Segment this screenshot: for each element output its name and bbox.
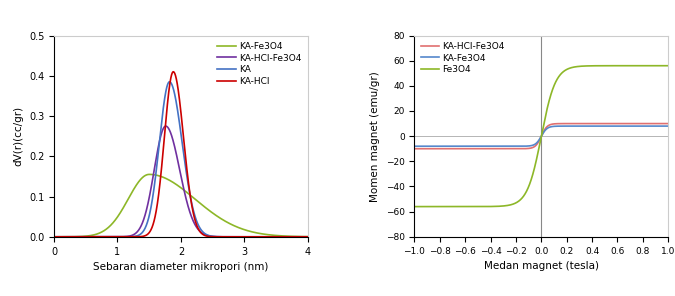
Fe3O4 <box>534 152 542 155</box>
KA-HCl <box>296 235 304 239</box>
KA <box>296 235 304 239</box>
Fe3O4 <box>423 205 431 208</box>
KA-HCl-Fe3O4 <box>664 122 672 125</box>
Line: KA-HCl-Fe3O4: KA-HCl-Fe3O4 <box>414 123 668 149</box>
Line: KA-Fe3O4: KA-Fe3O4 <box>54 174 308 237</box>
KA-Fe3O4 <box>167 179 175 183</box>
KA-Fe3O4 <box>250 231 258 234</box>
Fe3O4 <box>527 178 535 182</box>
KA-Fe3O4 <box>527 144 535 147</box>
KA <box>250 235 258 239</box>
KA-HCl <box>50 235 58 239</box>
KA-Fe3O4 <box>534 140 542 143</box>
KA-HCl <box>296 235 304 239</box>
KA-HCl-Fe3O4 <box>296 235 304 239</box>
KA-Fe3O4 <box>657 124 665 128</box>
X-axis label: Sebaran diameter mikropori (nm): Sebaran diameter mikropori (nm) <box>93 262 269 272</box>
KA-HCl-Fe3O4 <box>610 122 618 126</box>
KA-Fe3O4 <box>664 124 672 128</box>
KA-Fe3O4 <box>173 184 182 187</box>
Line: KA: KA <box>54 82 308 237</box>
KA-Fe3O4 <box>145 173 153 176</box>
KA-HCl-Fe3O4 <box>162 124 170 128</box>
Y-axis label: dV(r)(cc/gr): dV(r)(cc/gr) <box>14 106 24 166</box>
KA-Fe3O4 <box>63 235 71 239</box>
X-axis label: Medan magnet (tesla): Medan magnet (tesla) <box>484 261 599 271</box>
KA <box>165 80 173 83</box>
KA-HCl-Fe3O4 <box>527 146 535 150</box>
KA-HCl-Fe3O4 <box>296 235 304 239</box>
Y-axis label: Momen magnet (emu/gr): Momen magnet (emu/gr) <box>370 71 380 202</box>
KA-HCl-Fe3O4 <box>167 131 175 135</box>
KA-HCl-Fe3O4 <box>534 141 542 145</box>
KA-Fe3O4 <box>50 235 58 239</box>
Legend: KA-HCl-Fe3O4, KA-Fe3O4, Fe3O4: KA-HCl-Fe3O4, KA-Fe3O4, Fe3O4 <box>417 38 508 78</box>
Fe3O4 <box>657 64 665 67</box>
KA-HCl-Fe3O4 <box>50 235 58 239</box>
Line: KA-HCl-Fe3O4: KA-HCl-Fe3O4 <box>54 126 308 237</box>
KA-HCl <box>63 235 71 239</box>
Fe3O4 <box>657 64 665 67</box>
KA-Fe3O4 <box>410 144 418 148</box>
KA-HCl-Fe3O4 <box>250 235 258 239</box>
KA-HCl-Fe3O4 <box>647 122 655 125</box>
KA-HCl <box>250 235 258 239</box>
KA-HCl-Fe3O4 <box>423 147 431 150</box>
KA-HCl-Fe3O4 <box>304 235 312 239</box>
KA <box>50 235 58 239</box>
KA-Fe3O4 <box>296 235 304 238</box>
KA-HCl <box>173 84 182 87</box>
KA-HCl-Fe3O4 <box>173 158 182 161</box>
KA-HCl <box>304 235 312 239</box>
KA <box>173 108 182 112</box>
Fe3O4 <box>664 64 672 67</box>
KA-Fe3O4 <box>657 124 665 128</box>
KA-HCl-Fe3O4 <box>410 147 418 150</box>
Line: Fe3O4: Fe3O4 <box>414 66 668 207</box>
KA-Fe3O4 <box>647 124 655 128</box>
KA-Fe3O4 <box>423 144 431 148</box>
KA-Fe3O4 <box>296 235 304 238</box>
KA-HCl <box>167 77 175 81</box>
Line: KA-HCl: KA-HCl <box>54 72 308 237</box>
Fe3O4 <box>410 205 418 208</box>
KA-Fe3O4 <box>304 235 312 238</box>
KA <box>296 235 304 239</box>
Legend: KA-Fe3O4, KA-HCl-Fe3O4, KA, KA-HCl: KA-Fe3O4, KA-HCl-Fe3O4, KA, KA-HCl <box>214 38 305 90</box>
KA <box>167 81 175 84</box>
Line: KA-Fe3O4: KA-Fe3O4 <box>414 126 668 146</box>
KA <box>304 235 312 239</box>
KA-HCl-Fe3O4 <box>657 122 665 125</box>
KA-Fe3O4 <box>610 124 618 128</box>
Fe3O4 <box>610 64 618 67</box>
KA-HCl-Fe3O4 <box>657 122 665 125</box>
KA-HCl <box>169 70 178 73</box>
KA <box>63 235 71 239</box>
KA-HCl-Fe3O4 <box>63 235 71 239</box>
